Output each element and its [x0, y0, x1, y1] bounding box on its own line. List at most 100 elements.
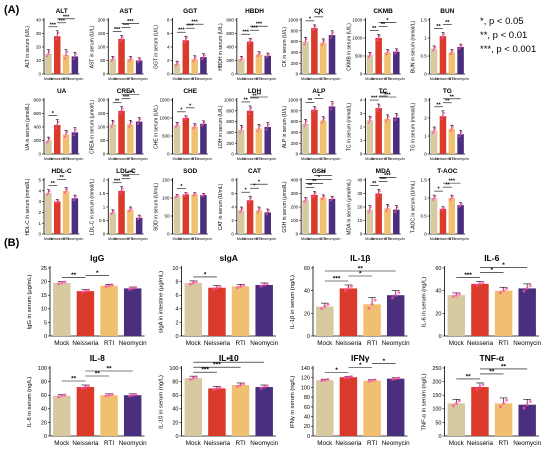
y-tick-label: 20: [172, 420, 178, 426]
significance-label: **: [308, 183, 313, 189]
data-point: [236, 286, 240, 290]
chart-che: CHE CHE in serum (U/L) 0 500 1000 1500 MockNei…: [154, 88, 212, 161]
data-point: [451, 295, 455, 299]
y-axis-label: CKMB in serum (U/L): [346, 23, 352, 71]
significance-label: *: [383, 358, 386, 365]
data-point: [451, 125, 455, 128]
y-tick-label: 1500: [160, 98, 171, 103]
x-tick-label: Neisseria: [178, 157, 195, 161]
significance-label: ***: [251, 26, 258, 32]
bar-neomycin: [255, 387, 273, 436]
y-tick-label: 0: [296, 152, 299, 157]
chart-title: GGT: [183, 8, 197, 15]
data-point: [367, 306, 371, 310]
x-tick-label: RTI: [63, 157, 69, 161]
significance-label: ***: [114, 27, 121, 33]
x-tick-label: Neomycin: [388, 237, 405, 241]
data-point: [63, 57, 67, 60]
bar-neomycin: [386, 378, 405, 436]
data-point: [499, 291, 503, 295]
y-tick-label: 20: [36, 45, 42, 50]
data-point: [194, 56, 197, 59]
y-axis-label: BUN in serum (mmol/L): [411, 21, 417, 74]
y-axis-label: HDL-C in serum (mmol/L): [25, 178, 31, 235]
data-point: [386, 207, 389, 210]
bar-rti: [62, 134, 70, 154]
y-tick-label: 400: [226, 45, 234, 50]
y-tick-label: 10: [357, 218, 363, 223]
x-tick-label: Mock: [108, 77, 117, 81]
bar-neisseria: [311, 28, 318, 75]
y-tick-label: 0: [307, 334, 310, 340]
data-point: [305, 37, 308, 41]
bar-mock: [45, 140, 52, 154]
data-point: [201, 58, 204, 61]
chart-title: TC: [379, 88, 388, 95]
bar-rti: [363, 304, 381, 336]
chart-title: CREA: [117, 88, 136, 95]
bar-neomycin: [255, 285, 273, 336]
x-tick-label: Neomycin: [131, 157, 148, 161]
significance-label: **: [60, 175, 65, 181]
y-tick-label: 0: [44, 334, 47, 340]
y-tick-label: 1000: [352, 36, 363, 41]
y-axis-label: TG in serum (mmol/L): [411, 102, 417, 151]
bar-neomycin: [71, 198, 79, 234]
data-point: [138, 120, 141, 123]
data-point: [330, 105, 334, 108]
significance-label: ***: [256, 22, 263, 28]
data-point: [175, 124, 179, 127]
significance-label: *: [386, 18, 389, 24]
data-point: [258, 207, 262, 210]
data-point: [191, 376, 195, 380]
data-point: [193, 58, 196, 61]
data-point: [481, 383, 485, 387]
data-point: [257, 53, 261, 56]
data-point: [110, 283, 114, 287]
data-point: [459, 204, 462, 207]
data-point: [129, 58, 132, 61]
x-tick-label: Neisseria: [242, 237, 259, 241]
legend-entry-2: **, p < 0.01: [480, 30, 527, 41]
y-tick-label: 20: [41, 420, 47, 426]
data-point: [57, 282, 61, 286]
data-point: [458, 205, 461, 208]
bar-rti: [62, 55, 70, 74]
y-tick-label: 20: [304, 424, 310, 430]
data-point: [111, 123, 114, 126]
x-tick-label: RTI: [449, 237, 455, 241]
bar-mock: [302, 200, 309, 234]
data-point: [131, 393, 135, 397]
significance-label: **: [436, 24, 441, 30]
data-point: [434, 195, 437, 198]
y-tick-label: 4: [360, 98, 363, 103]
bar-rti: [319, 120, 327, 154]
chart-title: sIgA: [220, 253, 238, 263]
data-point: [349, 284, 353, 288]
x-tick-label: Mock: [301, 237, 310, 241]
bar-neisseria: [471, 387, 489, 436]
x-tick-label: RTI: [367, 340, 377, 347]
data-point: [449, 53, 452, 56]
data-point: [267, 123, 270, 126]
data-point: [376, 109, 379, 112]
data-point: [394, 211, 397, 214]
x-tick-label: Neisseria: [49, 237, 66, 241]
y-tick-label: 400: [291, 50, 299, 55]
x-tick-label: Neomycin: [119, 340, 147, 347]
data-point: [502, 289, 506, 293]
data-point: [54, 127, 58, 130]
significance-label: *: [204, 271, 207, 278]
significance-label: **: [445, 98, 450, 104]
data-point: [110, 212, 113, 216]
y-tick-label: 2: [175, 320, 178, 326]
data-point: [376, 194, 379, 198]
data-point: [265, 213, 268, 216]
y-axis-label: IL-8 in serum (ng/L): [27, 377, 33, 428]
bar-neomycin: [123, 395, 142, 436]
x-tick-label: Neomycin: [250, 340, 278, 347]
x-tick-label: Mock: [449, 440, 465, 447]
x-tick-label: Mock: [301, 157, 310, 161]
data-point: [110, 59, 113, 62]
